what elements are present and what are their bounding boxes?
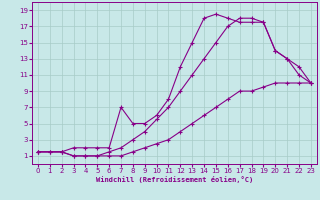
X-axis label: Windchill (Refroidissement éolien,°C): Windchill (Refroidissement éolien,°C)	[96, 176, 253, 183]
